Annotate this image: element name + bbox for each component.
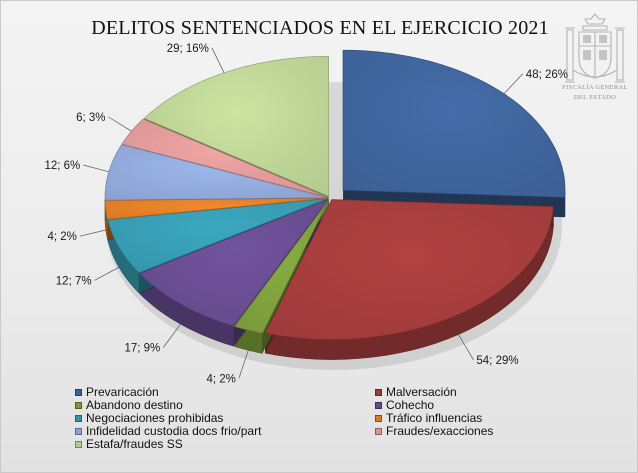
emblem-caption-line2: DEL ESTADO — [573, 94, 617, 101]
leader-line-prevaricacion — [503, 73, 524, 94]
slice-cohecho — [138, 198, 330, 327]
leader-line-infidelidad-custodia-docs-frio-part — [83, 164, 109, 173]
leader-line-malversacion — [458, 334, 474, 360]
legend-label: Prevaricación — [86, 385, 159, 399]
legend-swatch — [375, 401, 382, 409]
data-label-negociaciones-prohibidas: 12; 7% — [56, 275, 92, 287]
data-label-cohecho: 17; 9% — [124, 343, 160, 355]
leader-line-trafico-influencias — [79, 229, 106, 237]
legend-swatch — [375, 414, 382, 422]
legend-item-estafa-fraudes-ss: Estafa/fraudes SS — [75, 437, 183, 451]
legend-item-cohecho: Cohecho — [375, 398, 435, 412]
legend-label: Tráfico influencias — [386, 411, 483, 425]
legend-swatch — [75, 388, 82, 396]
legend-label: Infidelidad custodia docs frio/part — [86, 424, 262, 438]
legend-swatch — [75, 440, 82, 448]
legend-label: Estafa/fraudes SS — [86, 437, 183, 451]
slice-malversacion — [264, 199, 554, 340]
leader-line-cohecho — [163, 323, 181, 348]
legend-item-infidelidad-custodia-docs-frio-part: Infidelidad custodia docs frio/part — [75, 424, 262, 438]
legend-item-abandono-destino: Abandono destino — [75, 398, 183, 412]
slice-negociaciones-prohibidas — [107, 198, 328, 274]
chart-title: DELITOS SENTENCIADOS EN EL EJERCICIO 202… — [91, 17, 549, 39]
legend-label: Malversación — [386, 385, 457, 399]
legend-swatch — [75, 414, 82, 422]
data-label-malversacion: 54; 29% — [476, 355, 518, 367]
leader-line-fraudes-exacciones — [108, 116, 132, 132]
data-label-fraudes-exacciones: 6; 3% — [76, 112, 105, 124]
legend-item-fraudes-exacciones: Fraudes/exacciones — [375, 424, 494, 438]
legend-label: Fraudes/exacciones — [386, 424, 494, 438]
coat-of-arms-icon — [565, 13, 625, 83]
slice-abandono-destino — [233, 199, 330, 334]
data-label-estafa-fraudes-ss: 29; 16% — [167, 43, 209, 55]
legend-item-malversacion: Malversación — [375, 385, 457, 399]
slice-trafico-influencias — [104, 197, 328, 220]
legend-swatch — [375, 427, 382, 435]
legend-item-prevaricacion: Prevaricación — [75, 385, 159, 399]
legend-label: Cohecho — [386, 398, 435, 412]
legend-swatch — [375, 388, 382, 396]
pie-tops — [104, 49, 566, 340]
leader-line-abandono-destino — [238, 350, 249, 379]
legend-label: Abandono destino — [86, 398, 183, 412]
pie-labels: 48; 26% 54; 29% 4; 2% 17; 9% 12; 7% 4; 2% 12; … — [44, 43, 568, 386]
data-label-trafico-influencias: 4; 2% — [47, 231, 76, 243]
leader-line-estafa-fraudes-ss — [211, 47, 225, 73]
legend-swatch — [75, 427, 82, 435]
leader-line-negociaciones-prohibidas — [94, 266, 120, 281]
data-label-prevaricacion: 48; 26% — [526, 69, 568, 81]
legend-item-negociaciones-prohibidas: Negociaciones prohibidas — [75, 411, 224, 425]
legend-item-trafico-influencias: Tráfico influencias — [375, 411, 483, 425]
legend-swatch — [75, 401, 82, 409]
data-label-infidelidad-custodia-docs-frio-part: 12; 6% — [44, 160, 80, 172]
data-label-abandono-destino: 4; 2% — [206, 373, 235, 385]
legend-label: Negociaciones prohibidas — [86, 411, 224, 425]
emblem-caption-line1: FISCALÍA GENERAL — [562, 84, 628, 91]
